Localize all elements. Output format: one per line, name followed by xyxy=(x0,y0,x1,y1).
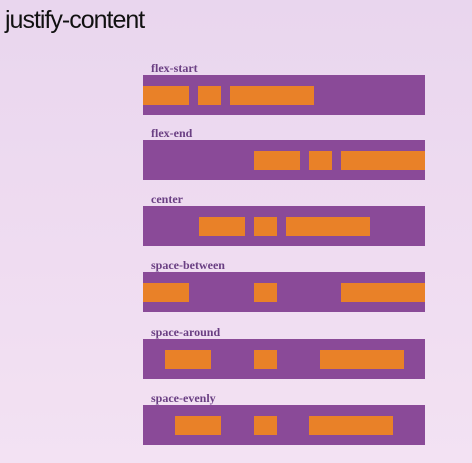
flex-item-2 xyxy=(253,415,277,435)
flex-item-3 xyxy=(341,282,425,302)
label-space-evenly: space-evenly xyxy=(151,391,216,405)
label-flex-start: flex-start xyxy=(151,61,198,75)
flex-item-2 xyxy=(198,85,221,105)
flex-container-space-evenly xyxy=(143,405,425,445)
flex-item-2 xyxy=(253,216,277,236)
label-space-between: space-between xyxy=(151,258,225,272)
flex-item-1 xyxy=(198,216,245,236)
panel-space-around: space-around xyxy=(143,326,425,386)
flex-item-3 xyxy=(285,216,370,236)
label-space-around: space-around xyxy=(151,325,221,339)
flex-item-1 xyxy=(143,282,189,302)
panel-space-between: space-between xyxy=(143,259,425,319)
flex-item-2 xyxy=(253,349,277,369)
flex-item-3 xyxy=(308,415,393,435)
label-center: center xyxy=(151,192,183,206)
flex-container-space-between xyxy=(143,272,425,312)
flex-container-space-around xyxy=(143,339,425,379)
flex-item-3 xyxy=(319,349,404,369)
flex-item-1 xyxy=(254,150,300,170)
label-flex-end: flex-end xyxy=(151,126,193,140)
panel-space-evenly: space-evenly xyxy=(143,392,425,452)
flex-item-3 xyxy=(341,150,425,170)
flex-container-center xyxy=(143,206,425,246)
flex-item-3 xyxy=(230,85,314,105)
flex-container-flex-end xyxy=(143,140,425,180)
flex-item-2 xyxy=(253,282,277,302)
panel-flex-end: flex-end xyxy=(143,127,425,187)
page-title: justify-content xyxy=(5,6,145,34)
panel-flex-start: flex-start xyxy=(143,62,425,122)
flex-item-2 xyxy=(309,150,332,170)
panel-center: center xyxy=(143,193,425,253)
flex-item-1 xyxy=(164,349,211,369)
flex-item-1 xyxy=(175,415,222,435)
flex-item-1 xyxy=(143,85,189,105)
flex-container-flex-start xyxy=(143,75,425,115)
